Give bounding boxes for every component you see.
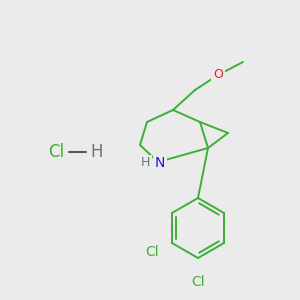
Text: Cl: Cl	[145, 245, 159, 259]
Text: N: N	[155, 156, 165, 170]
Text: Cl: Cl	[48, 143, 64, 161]
Text: H: H	[140, 157, 150, 169]
Text: H: H	[90, 143, 103, 161]
Text: O: O	[213, 68, 223, 82]
Text: Cl: Cl	[191, 275, 205, 289]
